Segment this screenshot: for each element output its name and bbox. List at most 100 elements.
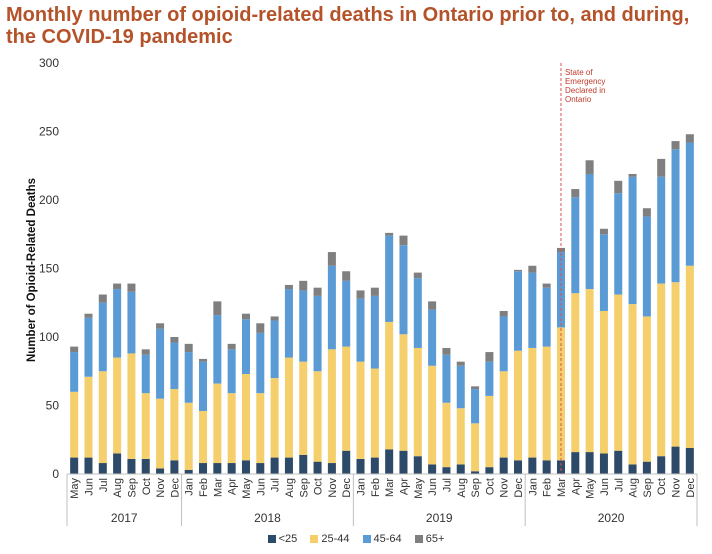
bar-segment — [442, 402, 451, 468]
bar-segment — [499, 316, 508, 372]
bar-segment — [327, 463, 336, 474]
bar-segment — [485, 395, 494, 468]
x-tick-label: Nov — [155, 478, 167, 498]
bar-segment — [628, 176, 637, 305]
year-label: 2020 — [598, 511, 625, 525]
bar-segment — [256, 393, 265, 464]
bar-segment — [342, 450, 351, 474]
bar-segment — [199, 410, 208, 464]
bar-segment — [299, 280, 308, 291]
bar-segment — [170, 342, 179, 390]
bar-segment — [199, 463, 208, 474]
bar-segment — [456, 464, 465, 474]
bar-segment — [98, 294, 107, 303]
bar-segment — [571, 189, 580, 198]
bar-segment — [184, 343, 193, 353]
x-tick-label: Jun — [83, 478, 95, 496]
bar-segment — [227, 349, 236, 394]
legend-swatch — [267, 535, 276, 544]
bar-segment — [313, 295, 322, 372]
y-tick-label: 300 — [39, 56, 59, 70]
x-tick-label: Aug — [112, 478, 124, 498]
bar-segment — [628, 304, 637, 465]
bar-segment — [98, 371, 107, 464]
bar-segment — [141, 349, 150, 355]
y-tick-label: 200 — [39, 193, 59, 207]
legend-label: 25-44 — [321, 533, 350, 545]
bar-segment — [356, 298, 365, 362]
bar-segment — [84, 317, 93, 377]
bar-segment — [70, 352, 79, 392]
bar-segment — [528, 457, 537, 474]
x-tick-label: Jun — [599, 478, 611, 496]
bar-segment — [299, 290, 308, 362]
bar-segment — [141, 354, 150, 394]
bar-segment — [685, 265, 694, 448]
bar-segment — [671, 446, 680, 474]
bar-segment — [385, 321, 394, 450]
x-tick-label: Mar — [212, 478, 224, 497]
bar-segment — [442, 354, 451, 403]
legend-item: <25 — [267, 533, 297, 545]
bar-segment — [399, 450, 408, 474]
x-tick-label: Dec — [341, 478, 353, 498]
x-tick-label: Oct — [656, 478, 668, 495]
x-tick-label: Dec — [169, 478, 181, 498]
bar-segment — [485, 467, 494, 474]
bar-segment — [456, 365, 465, 409]
bar-segment — [528, 265, 537, 273]
x-tick-label: Jun — [427, 478, 439, 496]
bar-segment — [413, 278, 422, 348]
x-tick-label: Oct — [484, 478, 496, 495]
bar-segment — [471, 471, 480, 474]
bar-segment — [141, 393, 150, 459]
legend-label: 45-64 — [373, 533, 402, 545]
y-tick-label: 100 — [39, 330, 59, 344]
bar-segment — [227, 343, 236, 350]
bar-segment — [256, 332, 265, 394]
bar-segment — [170, 460, 179, 474]
x-tick-label: Aug — [284, 478, 296, 498]
bar-segment — [313, 287, 322, 296]
bar-segment — [628, 464, 637, 474]
year-label: 2017 — [111, 511, 138, 525]
bar-segment — [528, 347, 537, 458]
y-axis: 0 50 100 150 200 250 300 — [39, 56, 59, 481]
bar-segment — [156, 468, 165, 474]
bar-segment — [227, 393, 236, 464]
bar-segment — [270, 457, 279, 474]
x-tick-label: Jan — [527, 478, 539, 496]
bar-segment — [356, 361, 365, 459]
bar-segment — [370, 295, 379, 369]
bar-segment — [571, 452, 580, 474]
bar-segment — [84, 457, 93, 474]
bar-segment — [428, 464, 437, 474]
bar-segment — [642, 461, 651, 474]
bar-segment — [113, 453, 122, 474]
legend-item: 25-44 — [310, 533, 349, 545]
bar-segment — [514, 269, 523, 272]
bar-segment — [370, 368, 379, 458]
x-tick-label: May — [69, 478, 81, 499]
bar-segment — [84, 376, 93, 458]
bar-segment — [84, 313, 93, 318]
bar-segment — [241, 319, 250, 374]
bar-segment — [256, 463, 265, 474]
y-tick-label: 150 — [39, 262, 59, 276]
bar-segment — [399, 235, 408, 246]
bar-segment — [213, 463, 222, 474]
legend-swatch — [414, 535, 423, 544]
x-tick-label: May — [585, 478, 597, 499]
bar-segment — [184, 352, 193, 403]
bar-segment — [199, 358, 208, 362]
x-tick-label: Jan — [184, 478, 196, 496]
bar-segment — [184, 469, 193, 474]
annotation-text: Emergency — [565, 77, 605, 86]
x-tick-label: Apr — [227, 478, 239, 495]
bar-segment — [514, 271, 523, 351]
bar-segment — [642, 208, 651, 217]
year-label: 2019 — [426, 511, 453, 525]
x-tick-label: Nov — [671, 478, 683, 498]
x-tick-label: Jul — [441, 478, 453, 492]
annotation-text: Declared in — [565, 86, 605, 95]
